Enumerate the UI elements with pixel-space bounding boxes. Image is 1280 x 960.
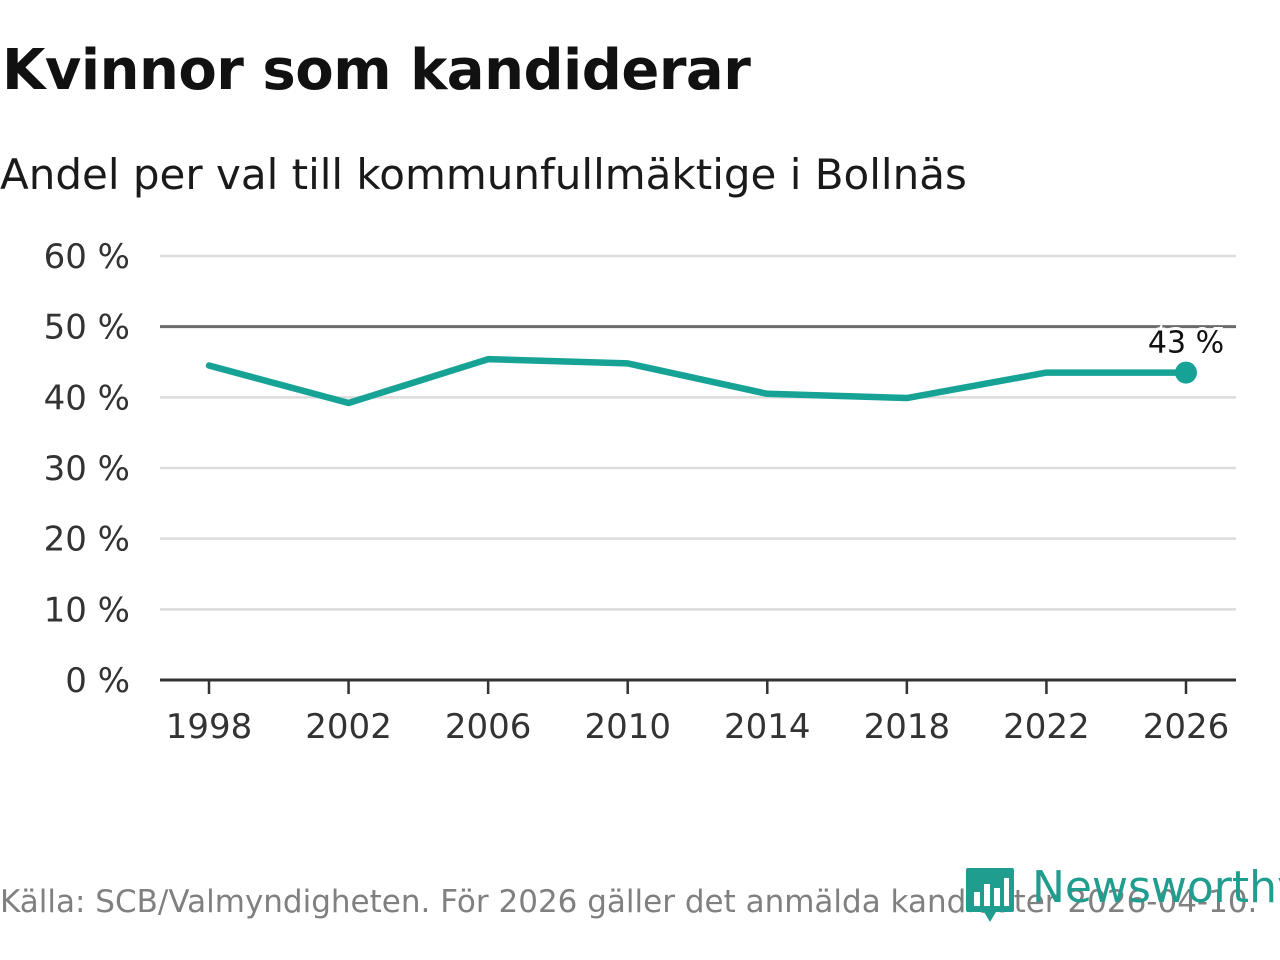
y-tick-label-40: 40 %	[44, 378, 130, 418]
series	[205, 355, 1190, 407]
x-tick-label-2002: 2002	[305, 707, 392, 747]
y-tick-label-60: 60 %	[44, 237, 130, 277]
chart-subtitle: Andel per val till kommunfullmäktige i B…	[0, 150, 967, 199]
y-tick-label-50: 50 %	[44, 308, 130, 348]
x-tick-label-1998: 1998	[166, 707, 253, 747]
source-note: Källa: SCB/Valmyndigheten. För 2026 gäll…	[0, 884, 1258, 920]
newsworthy-logo[interactable]: Newsworthy	[964, 862, 1280, 932]
y-tick-label-30: 30 %	[44, 449, 130, 489]
x-tick-label-2006: 2006	[445, 707, 532, 747]
end-point-marker	[1175, 361, 1197, 384]
x-tick-label-2010: 2010	[584, 707, 671, 747]
value-label-2026: 43 %	[1148, 326, 1224, 361]
grid-lines	[160, 254, 1236, 611]
y-tick-label-0: 0 %	[65, 661, 130, 701]
x-axis: 1998 2002 2006 2010 2014 2018 2022 2026	[160, 678, 1236, 747]
line-chart: 0 % 10 % 20 % 30 % 40 % 50 % 60 % 1998 2002 2006…	[44, 237, 1236, 747]
y-tick-label-20: 20 %	[44, 520, 130, 560]
x-tick-label-2014: 2014	[724, 707, 811, 747]
x-tick-label-2026: 2026	[1143, 707, 1230, 747]
x-tick-label-2018: 2018	[864, 707, 951, 747]
chart-title: Kvinnor som kandiderar	[2, 38, 751, 103]
logo-text: Newsworthy	[1032, 862, 1280, 913]
y-tick-label-10: 10 %	[44, 590, 130, 630]
bar-chart-icon	[966, 868, 1014, 922]
x-tick-label-2022: 2022	[1003, 707, 1090, 747]
annotations: 43 %	[1145, 323, 1227, 384]
y-axis-tick-labels: 0 % 10 % 20 % 30 % 40 % 50 % 60 %	[44, 237, 130, 701]
series-line-0	[205, 355, 1190, 407]
